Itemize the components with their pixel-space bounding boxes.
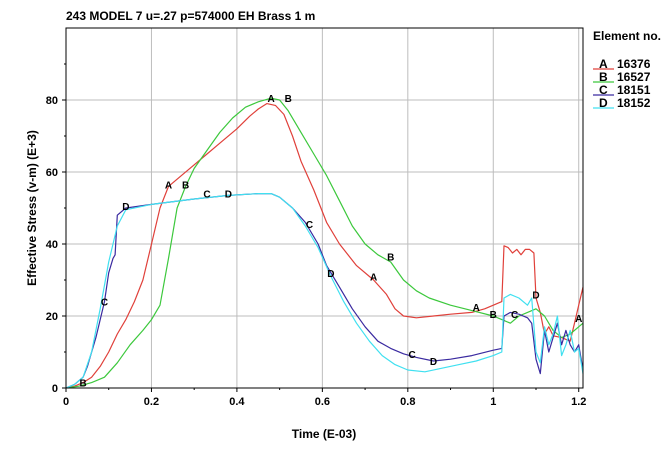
series-line-a [65,103,584,389]
x-tick-label: 0.6 [315,396,330,408]
legend-letter: A [599,57,608,71]
chart-title: 243 MODEL 7 u=.27 p=574000 EH Brass 1 m [66,9,315,23]
x-tick-label: 0 [63,396,69,408]
y-tick-label: 60 [46,167,58,179]
legend-letter: C [599,83,608,97]
series-marker-d: D [122,202,129,213]
series-marker-d: D [225,190,232,201]
series-marker-a: A [165,181,172,192]
series-marker-a: A [267,94,274,105]
legend-entry: 16527 [617,70,651,84]
series-marker-b: B [285,94,292,105]
series-marker-c: C [203,190,210,201]
series-marker-b: B [490,310,497,321]
series-marker-d: D [430,357,437,368]
x-tick-label: 1.2 [571,396,586,408]
y-tick-label: 80 [46,95,58,107]
x-tick-label: 1 [490,396,496,408]
series-marker-a: A [370,272,377,283]
series-marker-d: D [532,290,539,301]
y-tick-label: 40 [46,239,58,251]
legend-title: Element no. [593,29,661,43]
legend-letter: D [599,96,608,110]
x-axis-label: Time (E-03) [292,427,356,441]
legend: Element no. A 16376 B 16527 C 18151 D 18152 [593,29,661,110]
series-marker-c: C [306,220,313,231]
x-tick-label: 0.4 [229,396,245,408]
plot-frame [65,27,584,389]
series-marker-c: C [408,350,415,361]
series-marker-d: D [327,269,334,280]
series-marker-c: C [511,310,518,321]
x-axis: 0 0.2 0.4 0.6 0.8 1 1.2 [63,388,586,408]
grid [66,28,583,388]
legend-letter: B [599,70,608,84]
y-axis-label: Effective Stress (v-m) (E+3) [25,130,39,286]
series-marker-b: B [79,379,86,390]
series-marker-c: C [101,298,108,309]
series-marker-a: A [473,303,480,314]
legend-entry: 18151 [617,83,651,97]
y-tick-label: 0 [52,383,58,395]
series-line-d [65,193,584,389]
legend-entry: 16376 [617,57,651,71]
x-tick-label: 0.8 [400,396,415,408]
y-tick-label: 20 [46,311,58,323]
y-axis: 0 20 40 60 80 [46,63,66,395]
series-marker-a: A [575,314,582,325]
series-marker-b: B [182,181,189,192]
series-marker-b: B [387,253,394,264]
x-tick-label: 0.2 [144,396,159,408]
series-line-b [65,97,584,389]
legend-entry: 18152 [617,96,651,110]
series-line-c [65,193,584,389]
